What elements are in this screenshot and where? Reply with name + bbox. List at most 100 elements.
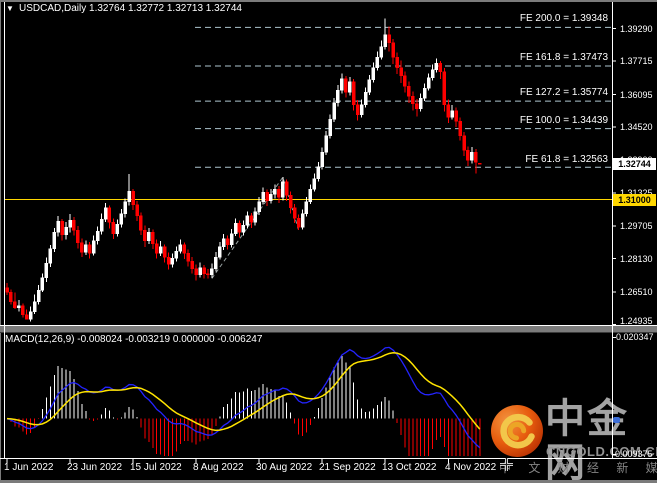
bear-candle xyxy=(478,162,482,165)
bear-candle xyxy=(403,75,407,87)
bull-candle xyxy=(418,98,423,110)
bull-candle xyxy=(261,192,265,202)
bear-candle xyxy=(154,243,159,254)
current-price-box: 1.32744 xyxy=(613,158,656,170)
bear-candle xyxy=(442,71,447,105)
candles xyxy=(5,18,482,322)
bear-candle xyxy=(265,192,269,201)
bear-candle xyxy=(131,191,135,205)
bull-candle xyxy=(324,135,328,153)
macd-scale-max-label: 0.020347 xyxy=(616,332,654,342)
bear-candle xyxy=(186,252,190,262)
bear-candle xyxy=(391,42,395,58)
macd-histogram xyxy=(10,356,481,456)
time-tick-label: 13 Oct 2022 xyxy=(382,462,437,473)
fib-level-label[interactable]: FE 127.2 = 1.35774 xyxy=(519,87,608,98)
bull-candle xyxy=(253,211,257,223)
bull-candle xyxy=(308,188,313,202)
bull-candle xyxy=(147,232,151,241)
window-bottom-border xyxy=(0,480,657,483)
price-tick-label: 1.37715 xyxy=(620,56,653,66)
mouse-cursor-icon xyxy=(500,458,513,471)
bull-candle xyxy=(245,215,250,226)
bear-candle xyxy=(24,314,29,320)
bear-candle xyxy=(474,151,478,163)
bull-candle xyxy=(28,311,33,320)
time-tick-label: 1 Jun 2022 xyxy=(4,462,54,473)
chart-title: USDCAD,Daily 1.32764 1.32772 1.32713 1.3… xyxy=(19,3,242,15)
bear-candle xyxy=(466,149,470,161)
bull-candle xyxy=(241,225,246,233)
time-tick-label: 4 Nov 2022 xyxy=(445,462,497,473)
bull-candle xyxy=(40,277,45,291)
bear-candle xyxy=(458,120,462,136)
time-tick-label: 30 Aug 2022 xyxy=(256,462,313,473)
bear-candle xyxy=(288,195,293,208)
bull-candle xyxy=(95,231,100,241)
watermark-domain: CNGOLD.COM.CN xyxy=(546,444,657,459)
macd-lines xyxy=(6,346,481,449)
window-left-border xyxy=(0,2,1,480)
bear-candle xyxy=(111,221,116,234)
fib-level-label[interactable]: FE 200.0 = 1.39348 xyxy=(519,13,608,24)
time-tick-label: 23 Jun 2022 xyxy=(67,462,123,473)
macd-current-marker xyxy=(613,417,620,423)
signal-line xyxy=(6,352,481,432)
watermark-tagline: 中 文 财 经 新 媒 体 xyxy=(499,461,657,475)
hline-price-box[interactable]: 1.31000 xyxy=(613,194,656,206)
bear-candle xyxy=(462,135,466,151)
bull-candle xyxy=(340,78,344,91)
price-tick-label: 1.39290 xyxy=(620,24,653,34)
bear-candle xyxy=(107,207,112,223)
bear-candle xyxy=(166,256,171,265)
bull-candle xyxy=(214,256,218,269)
bull-candle xyxy=(450,110,454,118)
bull-candle xyxy=(281,181,285,198)
bull-candle xyxy=(300,213,305,228)
fibonacci-expansion xyxy=(195,26,612,279)
price-tick-label: 1.29705 xyxy=(620,221,653,231)
chevron-down-icon: ▼ xyxy=(6,4,14,13)
bull-candle xyxy=(367,79,372,93)
bull-candle xyxy=(221,238,226,248)
bear-candle xyxy=(194,268,198,276)
cngold-logo-icon xyxy=(491,405,543,457)
bear-candle xyxy=(277,188,281,198)
bear-candle xyxy=(438,63,443,72)
bull-candle xyxy=(91,240,96,254)
bull-candle xyxy=(332,102,336,120)
ohlc-quotes-label: 1.32764 1.32772 1.32713 1.32744 xyxy=(89,3,242,14)
bear-candle xyxy=(387,34,391,44)
bear-candle xyxy=(225,238,230,246)
macd-scale-min-label: -0.009375 xyxy=(612,449,653,459)
fib-level-label[interactable]: FE 100.0 = 1.34439 xyxy=(519,115,608,126)
bear-candle xyxy=(206,273,210,276)
bull-candle xyxy=(379,46,384,58)
fib-level-label[interactable]: FE 161.8 = 1.37473 xyxy=(519,52,608,63)
bear-candle xyxy=(21,305,25,316)
bear-candle xyxy=(182,244,187,254)
bull-candle xyxy=(229,233,234,246)
bull-candle xyxy=(320,151,324,167)
bear-candle xyxy=(296,217,301,228)
time-tick-label: 21 Sep 2022 xyxy=(319,462,376,473)
bear-candle xyxy=(76,230,80,244)
bull-candle xyxy=(99,218,104,232)
bear-candle xyxy=(9,292,13,302)
bull-candle xyxy=(383,34,387,48)
bull-candle xyxy=(56,220,60,233)
price-tick-label: 1.26510 xyxy=(620,287,653,297)
bull-candle xyxy=(32,301,37,313)
bear-candle xyxy=(399,67,403,77)
bear-candle xyxy=(446,104,451,118)
bear-candle xyxy=(162,246,167,258)
bull-candle xyxy=(316,166,321,180)
bull-candle xyxy=(430,69,435,79)
bull-candle xyxy=(359,104,364,116)
bull-candle xyxy=(115,223,120,234)
fib-level-label[interactable]: FE 61.8 = 1.32563 xyxy=(525,154,608,165)
bull-candle xyxy=(375,56,380,68)
bull-candle xyxy=(371,67,376,81)
